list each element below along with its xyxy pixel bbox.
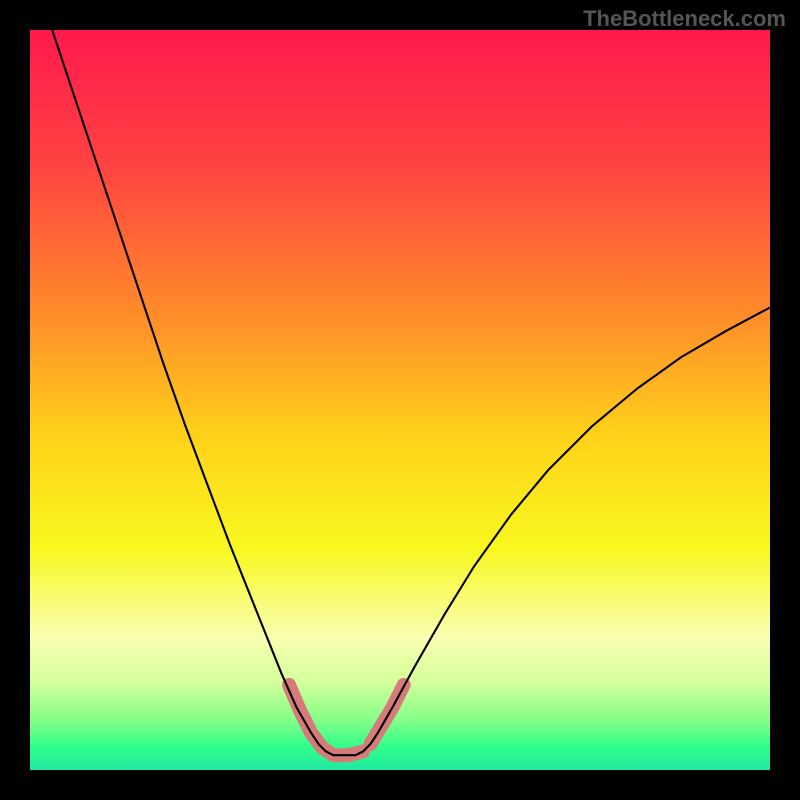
chart-frame: TheBottleneck.com — [0, 0, 800, 800]
watermark-text: TheBottleneck.com — [583, 6, 786, 32]
plot-area — [30, 30, 770, 770]
